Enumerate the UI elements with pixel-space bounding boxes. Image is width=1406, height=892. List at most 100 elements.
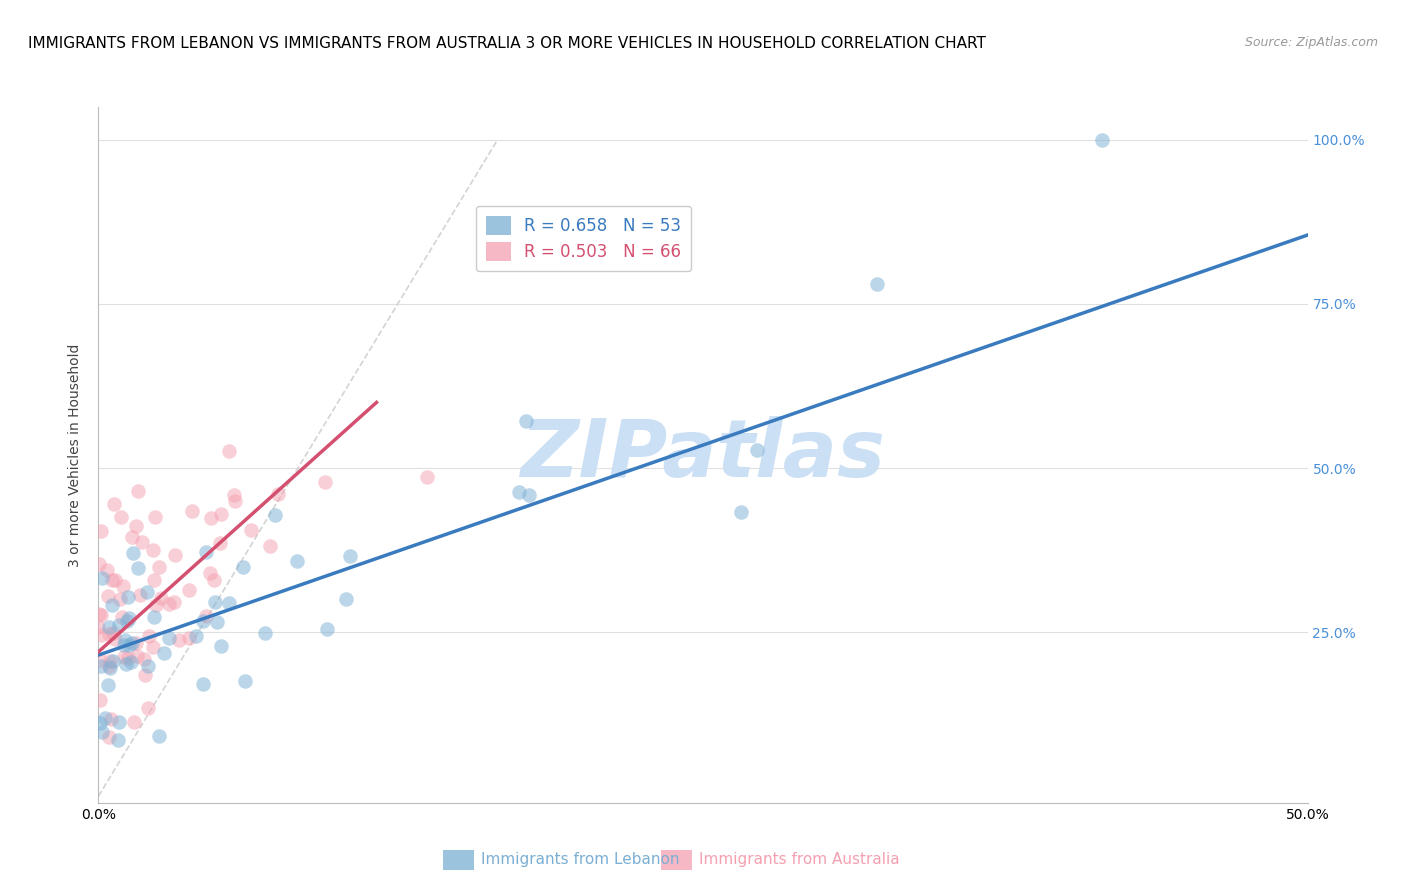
Point [136, 658, 159, 673]
Point [134, 668, 156, 682]
Point [117, 590, 139, 604]
Point [314, 475, 336, 489]
Point [98, 654, 121, 668]
Point [416, 470, 439, 484]
Text: ZIPatlas: ZIPatlas [520, 416, 886, 494]
Point [89, 653, 111, 667]
Point [209, 536, 232, 550]
Point [97, 730, 120, 744]
Point [259, 539, 281, 553]
Point [169, 633, 191, 648]
Point [107, 714, 129, 729]
Text: Immigrants from Lebanon: Immigrants from Lebanon [481, 853, 679, 867]
Point [162, 595, 184, 609]
Point [90, 571, 112, 585]
Point [730, 505, 752, 519]
Point [180, 503, 202, 517]
Point [145, 598, 167, 612]
Point [121, 636, 143, 650]
Point [136, 701, 159, 715]
Legend: R = 0.658   N = 53, R = 0.503   N = 66: R = 0.658 N = 53, R = 0.503 N = 66 [475, 206, 690, 271]
Point [202, 574, 225, 588]
Point [89, 693, 111, 707]
Point [191, 614, 214, 628]
Point [100, 712, 122, 726]
Point [117, 611, 139, 625]
Point [108, 618, 131, 632]
Point [103, 632, 125, 646]
Point [515, 414, 537, 428]
Point [90, 658, 112, 673]
Point [107, 733, 129, 747]
Point [184, 629, 207, 643]
Point [121, 530, 143, 544]
Point [157, 631, 180, 645]
Point [195, 545, 218, 559]
Point [866, 277, 889, 292]
Point [517, 488, 540, 502]
Point [87, 558, 110, 572]
Point [153, 646, 176, 660]
Point [101, 573, 124, 587]
Point [110, 509, 132, 524]
Point [124, 519, 146, 533]
Point [233, 673, 256, 688]
Point [118, 638, 141, 652]
Point [90, 725, 112, 739]
Point [205, 615, 228, 629]
Point [232, 560, 254, 574]
Point [218, 596, 240, 610]
Point [111, 610, 134, 624]
Text: IMMIGRANTS FROM LEBANON VS IMMIGRANTS FROM AUSTRALIA 3 OR MORE VEHICLES IN HOUSE: IMMIGRANTS FROM LEBANON VS IMMIGRANTS FR… [28, 36, 986, 51]
Point [112, 650, 135, 665]
Point [148, 729, 170, 743]
Point [97, 658, 120, 673]
Point [198, 566, 221, 580]
Point [335, 591, 357, 606]
Point [1091, 133, 1114, 147]
Point [120, 655, 142, 669]
Point [179, 583, 201, 598]
Point [101, 625, 124, 640]
Point [745, 442, 768, 457]
Point [87, 607, 110, 621]
Y-axis label: 3 or more Vehicles in Household: 3 or more Vehicles in Household [69, 343, 83, 566]
Point [114, 633, 136, 648]
Point [264, 508, 287, 522]
Point [101, 598, 124, 612]
Point [209, 507, 232, 521]
Point [103, 497, 125, 511]
Point [142, 573, 165, 587]
Point [90, 524, 112, 539]
Point [96, 563, 118, 577]
Point [195, 609, 218, 624]
Point [90, 607, 112, 622]
Point [124, 714, 146, 729]
Point [200, 511, 222, 525]
Point [103, 654, 125, 668]
Point [204, 595, 226, 609]
Point [97, 678, 120, 692]
Point [127, 560, 149, 574]
Point [93, 711, 115, 725]
Point [87, 620, 110, 634]
Point [222, 488, 245, 502]
Point [142, 542, 165, 557]
Point [110, 592, 132, 607]
Point [98, 627, 121, 641]
Point [224, 494, 246, 508]
Point [287, 553, 309, 567]
Point [97, 589, 120, 603]
Point [115, 615, 138, 629]
Point [143, 509, 166, 524]
Point [98, 661, 121, 675]
Point [218, 444, 240, 458]
Point [111, 579, 134, 593]
Text: Source: ZipAtlas.com: Source: ZipAtlas.com [1244, 36, 1378, 49]
Point [508, 484, 530, 499]
Point [135, 584, 157, 599]
Point [104, 573, 127, 587]
Point [132, 652, 155, 666]
Point [148, 559, 170, 574]
Point [339, 549, 361, 563]
